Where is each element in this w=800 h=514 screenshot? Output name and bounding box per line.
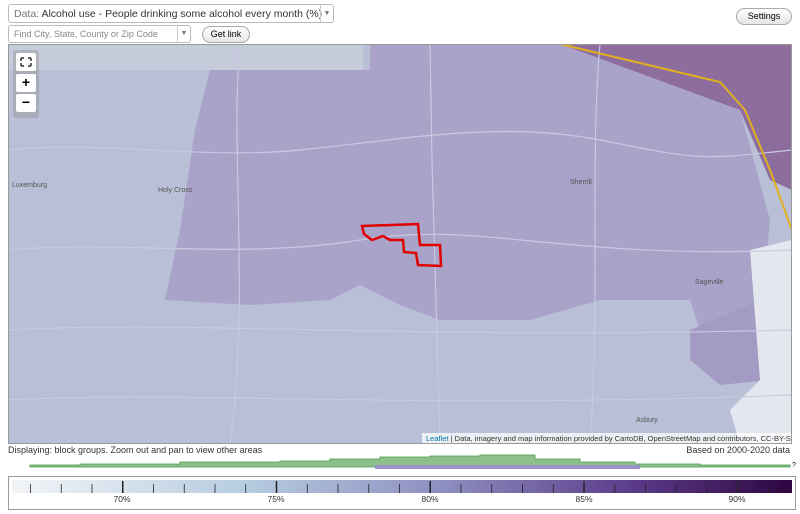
place-labels: Luxemburg Holy Cross Sherrill Sageville … (12, 179, 724, 424)
place-label: Holy Cross (158, 187, 193, 194)
place-label: Sageville (695, 279, 724, 286)
legend-ticks (30, 481, 769, 493)
legend-label: 70% (113, 494, 130, 504)
place-label: Asbury (636, 417, 658, 424)
legend-label: 75% (267, 494, 284, 504)
attribution-text: | Data, imagery and map information prov… (449, 434, 796, 443)
map-base (8, 44, 792, 444)
help-icon[interactable]: ? (792, 462, 796, 469)
histogram-range (375, 465, 640, 469)
get-link-button[interactable]: Get link (202, 26, 250, 43)
roads (8, 44, 792, 444)
fit-button[interactable] (16, 53, 36, 71)
zoom-in-button[interactable] (16, 74, 36, 92)
data-label: Data: (14, 8, 40, 20)
based-on-text: Based on 2000-2020 data (686, 445, 790, 455)
map-region (8, 44, 363, 70)
legend-box (8, 476, 796, 510)
map-region (165, 44, 770, 330)
map: Luxemburg Holy Cross Sherrill Sageville … (8, 44, 796, 444)
data-select[interactable]: Data: Alcohol use - People drinking some… (8, 4, 334, 23)
color-bar (12, 480, 792, 493)
displaying-text: Displaying: block groups. Zoom out and p… (8, 445, 263, 455)
search-arrow: ▼ (177, 26, 190, 42)
zoom-out-button[interactable] (16, 94, 36, 112)
settings-button[interactable]: Settings (736, 8, 792, 25)
zoom-control-bg (13, 50, 39, 118)
selected-area (360, 222, 443, 268)
legend-label: 90% (728, 494, 745, 504)
select-arrow: ▼ (320, 5, 333, 22)
map-region (690, 300, 780, 385)
search-placeholder: Find City, State, County or Zip Code (14, 29, 158, 39)
histogram (29, 454, 791, 468)
place-label: Sherrill (570, 179, 592, 186)
zoom-in-label: + (22, 74, 30, 90)
data-value: Alcohol use - People drinking some alcoh… (41, 8, 323, 20)
search-box[interactable]: Find City, State, County or Zip Code ▼ (8, 25, 191, 43)
fit-icon (20, 57, 32, 67)
attribution-bg (422, 433, 792, 444)
legend-labels: 70% 75% 80% 85% 90% (113, 494, 745, 504)
legend-label: 85% (575, 494, 592, 504)
legend-label: 80% (421, 494, 438, 504)
attribution: Leaflet | Data, imagery and map informat… (426, 434, 796, 443)
map-region (560, 44, 792, 190)
leaflet-link[interactable]: Leaflet (426, 434, 449, 443)
place-label: Luxemburg (12, 182, 47, 189)
map-frame (8, 44, 792, 444)
state-border (559, 44, 792, 231)
zoom-out-label: − (22, 94, 30, 110)
map-water (730, 240, 792, 444)
